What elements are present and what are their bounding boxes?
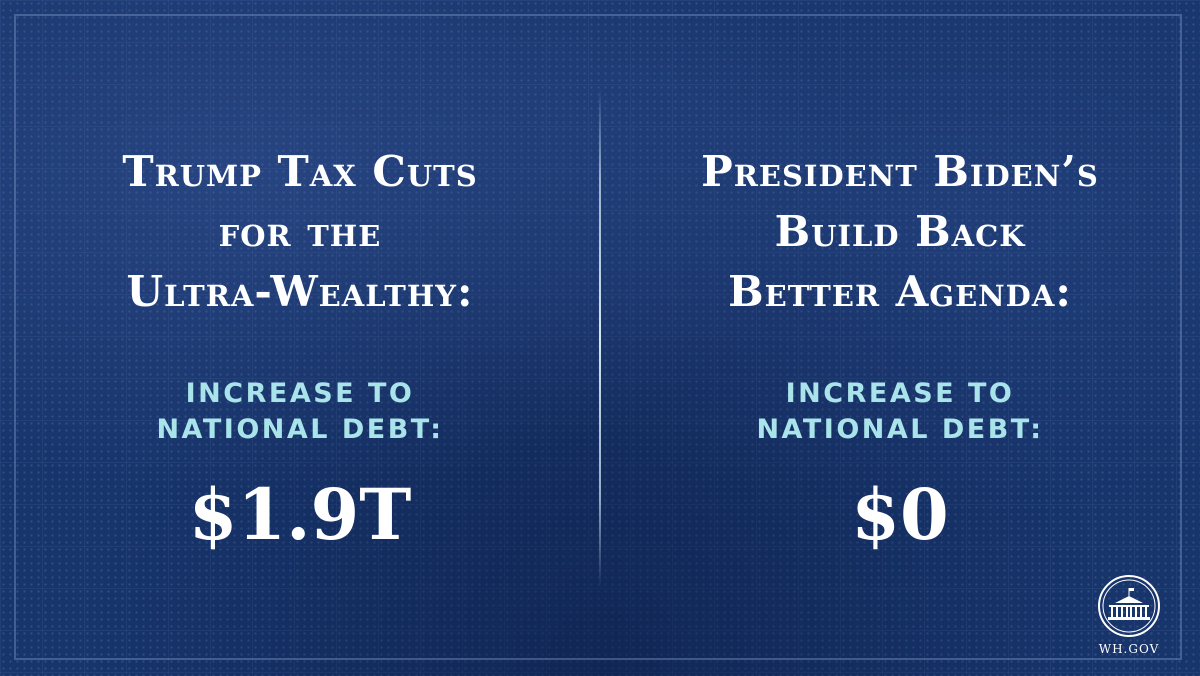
left-headline: Trump Tax Cuts for the Ultra-Wealthy: <box>0 142 600 322</box>
border-frame <box>14 14 1182 660</box>
right-label-line-1: INCREASE TO <box>785 378 1015 409</box>
right-headline-line-2: Build Back <box>774 207 1026 256</box>
right-debt-amount: $0 <box>851 473 949 556</box>
left-label-line-1: INCREASE TO <box>185 378 415 409</box>
left-debt-amount: $1.9T <box>188 473 412 556</box>
wh-gov-logo: WH.GOV <box>1092 574 1166 658</box>
left-headline-line-3: Ultra-Wealthy: <box>126 267 474 316</box>
trump-tax-cuts-panel: Trump Tax Cuts for the Ultra-Wealthy: IN… <box>0 142 600 556</box>
left-label-line-2: NATIONAL DEBT: <box>156 414 444 445</box>
right-debt-label: INCREASE TO NATIONAL DEBT: <box>600 376 1200 448</box>
right-label-line-2: NATIONAL DEBT: <box>756 414 1044 445</box>
left-headline-line-1: Trump Tax Cuts <box>122 147 478 196</box>
wh-gov-text: WH.GOV <box>1098 642 1160 656</box>
build-back-better-panel: President Biden’s Build Back Better Agen… <box>600 0 1200 676</box>
left-debt-label: INCREASE TO NATIONAL DEBT: <box>0 376 600 448</box>
white-house-icon <box>1098 575 1160 637</box>
left-headline-line-2: for the <box>218 207 382 256</box>
right-headline-line-3: Better Agenda: <box>728 267 1072 316</box>
right-headline: President Biden’s Build Back Better Agen… <box>600 142 1200 322</box>
center-divider <box>599 88 601 588</box>
right-headline-line-1: President Biden’s <box>701 147 1099 196</box>
